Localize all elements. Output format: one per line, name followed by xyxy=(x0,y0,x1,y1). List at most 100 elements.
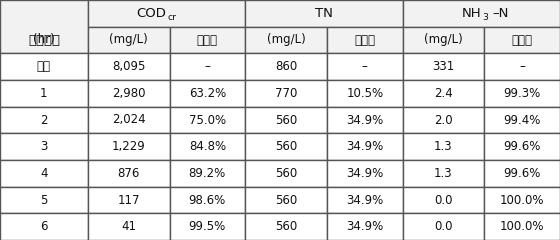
Text: 34.9%: 34.9% xyxy=(346,140,384,153)
Bar xyxy=(403,187,484,213)
Bar xyxy=(245,80,327,107)
Text: 8,095: 8,095 xyxy=(112,60,146,73)
Text: 4: 4 xyxy=(40,167,48,180)
Text: 1.3: 1.3 xyxy=(434,140,453,153)
Text: 34.9%: 34.9% xyxy=(346,114,384,126)
Text: 63.2%: 63.2% xyxy=(189,87,226,100)
Text: 89.2%: 89.2% xyxy=(189,167,226,180)
Text: 1: 1 xyxy=(40,87,48,100)
Bar xyxy=(403,107,484,133)
Text: 2.4: 2.4 xyxy=(434,87,453,100)
Bar xyxy=(484,213,560,240)
Bar xyxy=(245,213,327,240)
Text: 10.5%: 10.5% xyxy=(346,87,383,100)
Text: 1.3: 1.3 xyxy=(434,167,453,180)
Bar xyxy=(327,160,403,187)
Text: 560: 560 xyxy=(275,193,297,206)
Text: 99.4%: 99.4% xyxy=(503,114,541,126)
Text: 2,024: 2,024 xyxy=(112,114,146,126)
Bar xyxy=(88,160,170,187)
Bar xyxy=(0,133,88,160)
Text: 99.6%: 99.6% xyxy=(503,140,541,153)
Bar xyxy=(403,133,484,160)
Text: –: – xyxy=(519,60,525,73)
Bar xyxy=(88,213,170,240)
Text: (mg/L): (mg/L) xyxy=(424,34,463,47)
Bar xyxy=(245,27,327,53)
Text: NH: NH xyxy=(461,7,481,20)
Bar xyxy=(327,213,403,240)
Bar xyxy=(170,213,245,240)
Bar xyxy=(0,53,88,80)
Bar xyxy=(170,80,245,107)
Text: 3: 3 xyxy=(482,13,488,22)
Bar xyxy=(245,53,327,80)
Bar xyxy=(170,133,245,160)
Text: –: – xyxy=(204,60,211,73)
Bar xyxy=(0,187,88,213)
Text: 0.0: 0.0 xyxy=(434,220,452,233)
Text: (mg/L): (mg/L) xyxy=(109,34,148,47)
Text: 84.8%: 84.8% xyxy=(189,140,226,153)
Text: 3: 3 xyxy=(40,140,48,153)
Text: 0.0: 0.0 xyxy=(434,193,452,206)
Text: 제거율: 제거율 xyxy=(512,34,533,47)
Bar xyxy=(245,160,327,187)
Text: 41: 41 xyxy=(121,220,136,233)
Bar xyxy=(245,0,403,27)
Bar xyxy=(170,160,245,187)
Text: TN: TN xyxy=(315,7,333,20)
Text: 560: 560 xyxy=(275,167,297,180)
Bar xyxy=(403,27,484,53)
Text: 99.3%: 99.3% xyxy=(503,87,541,100)
Text: 99.5%: 99.5% xyxy=(189,220,226,233)
Bar xyxy=(245,133,327,160)
Text: 560: 560 xyxy=(275,114,297,126)
Text: 770: 770 xyxy=(275,87,297,100)
Bar xyxy=(484,160,560,187)
Text: 제거율: 제거율 xyxy=(197,34,218,47)
Bar xyxy=(327,80,403,107)
Text: 34.9%: 34.9% xyxy=(346,167,384,180)
Text: 560: 560 xyxy=(275,220,297,233)
Text: 6: 6 xyxy=(40,220,48,233)
Text: 제거율: 제거율 xyxy=(354,34,375,47)
Bar xyxy=(88,53,170,80)
Text: 원수: 원수 xyxy=(37,60,51,73)
Bar xyxy=(484,133,560,160)
Bar xyxy=(0,160,88,187)
Bar xyxy=(245,107,327,133)
Bar xyxy=(327,107,403,133)
Text: 반응시간: 반응시간 xyxy=(28,34,60,47)
Text: 5: 5 xyxy=(40,193,48,206)
Text: 2,980: 2,980 xyxy=(112,87,146,100)
Bar xyxy=(327,133,403,160)
Bar xyxy=(0,107,88,133)
Text: 98.6%: 98.6% xyxy=(189,193,226,206)
Bar xyxy=(88,187,170,213)
Bar xyxy=(88,133,170,160)
Bar xyxy=(0,0,88,53)
Bar xyxy=(484,187,560,213)
Bar xyxy=(403,160,484,187)
Bar xyxy=(88,107,170,133)
Bar xyxy=(0,80,88,107)
Text: 560: 560 xyxy=(275,140,297,153)
Bar xyxy=(327,27,403,53)
Bar xyxy=(0,213,88,240)
Bar xyxy=(88,27,170,53)
Bar xyxy=(88,0,245,27)
Bar xyxy=(170,53,245,80)
Text: (mg/L): (mg/L) xyxy=(267,34,305,47)
Text: –N: –N xyxy=(492,7,508,20)
Text: 2: 2 xyxy=(40,114,48,126)
Text: 1,229: 1,229 xyxy=(112,140,146,153)
Bar xyxy=(484,80,560,107)
Bar xyxy=(327,187,403,213)
Bar xyxy=(170,27,245,53)
Text: –: – xyxy=(362,60,368,73)
Text: COD: COD xyxy=(137,7,166,20)
Text: 99.6%: 99.6% xyxy=(503,167,541,180)
Bar xyxy=(484,107,560,133)
Text: 75.0%: 75.0% xyxy=(189,114,226,126)
